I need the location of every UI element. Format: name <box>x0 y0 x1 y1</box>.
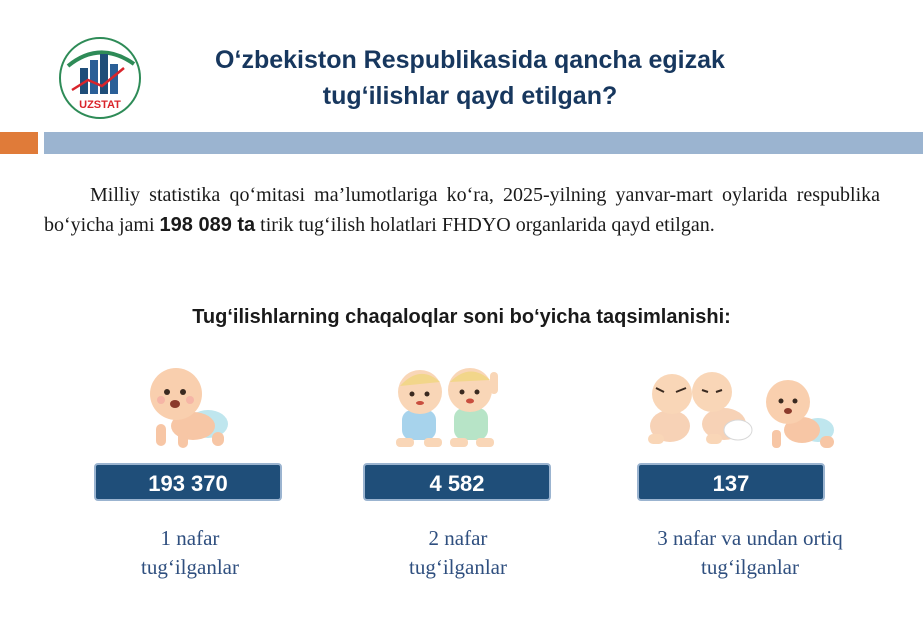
caption-twin-line-1: 2 nafar <box>428 526 488 550</box>
caption-triplet-line-2: tug‘ilganlar <box>701 555 799 579</box>
count-single-births: 193 370 <box>94 463 282 501</box>
caption-twin: 2 nafar tug‘ilganlar <box>358 524 558 582</box>
accent-bar-orange <box>0 132 38 154</box>
single-baby-icon <box>150 368 228 448</box>
intro-paragraph: Milliy statistika qo‘mitasi ma’lumotlari… <box>44 180 880 240</box>
accent-bar-blue <box>44 132 923 154</box>
twin-babies-icon <box>396 368 498 447</box>
page-title: O‘zbekiston Respublikasida qancha egizak… <box>150 42 790 114</box>
caption-single-line-2: tug‘ilganlar <box>141 555 239 579</box>
count-triplet-births: 137 <box>637 463 825 501</box>
triplet-babies-icon <box>648 372 834 448</box>
caption-twin-line-2: tug‘ilganlar <box>409 555 507 579</box>
caption-triplet: 3 nafar va undan ortiq tug‘ilganlar <box>610 524 890 582</box>
intro-text-after: tirik tug‘ilish holatlari FHDYO organlar… <box>255 214 715 236</box>
uzstat-logo: UZSTAT <box>59 37 141 119</box>
intro-highlight: 198 089 ta <box>159 214 256 236</box>
title-line-1: O‘zbekiston Respublikasida qancha egizak <box>215 46 725 74</box>
intro-text-before: Milliy statistika qo‘mitasi ma’lumotlari… <box>44 184 880 236</box>
caption-single: 1 nafar tug‘ilganlar <box>90 524 290 582</box>
logo-text: UZSTAT <box>79 99 121 111</box>
caption-single-line-1: 1 nafar <box>160 526 220 550</box>
distribution-heading: Tug‘ilishlarning chaqaloqlar soni bo‘yic… <box>192 306 731 328</box>
count-twin-births: 4 582 <box>363 463 551 501</box>
title-line-2: tug‘ilishlar qayd etilgan? <box>322 82 618 110</box>
caption-triplet-line-1: 3 nafar va undan ortiq <box>657 526 843 550</box>
